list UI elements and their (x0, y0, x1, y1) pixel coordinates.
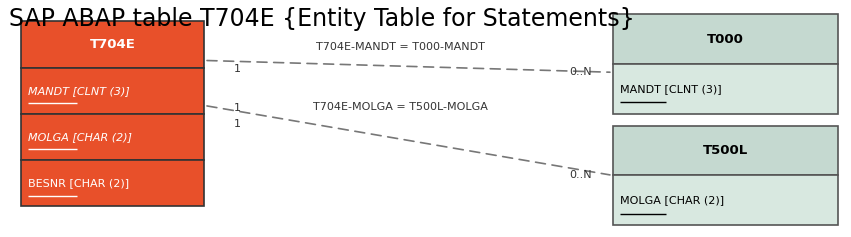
Text: 1: 1 (234, 64, 241, 74)
Text: T500L: T500L (703, 144, 748, 157)
Text: 1: 1 (234, 119, 241, 129)
Text: MOLGA [CHAR (2)]: MOLGA [CHAR (2)] (620, 195, 723, 205)
FancyBboxPatch shape (613, 64, 838, 114)
FancyBboxPatch shape (21, 114, 204, 160)
FancyBboxPatch shape (21, 68, 204, 114)
Text: T704E-MANDT = T000-MANDT: T704E-MANDT = T000-MANDT (316, 42, 484, 52)
Text: T704E: T704E (90, 38, 135, 51)
Text: 0..N: 0..N (568, 170, 591, 180)
Text: MANDT [CLNT (3)]: MANDT [CLNT (3)] (620, 84, 721, 94)
Text: MANDT [CLNT (3)]: MANDT [CLNT (3)] (28, 86, 130, 96)
FancyBboxPatch shape (613, 175, 838, 225)
Text: BESNR [CHAR (2)]: BESNR [CHAR (2)] (28, 178, 129, 188)
Text: 0..N: 0..N (568, 67, 591, 77)
Text: SAP ABAP table T704E {Entity Table for Statements}: SAP ABAP table T704E {Entity Table for S… (9, 7, 634, 31)
FancyBboxPatch shape (613, 126, 838, 175)
FancyBboxPatch shape (21, 160, 204, 206)
Text: MOLGA [CHAR (2)]: MOLGA [CHAR (2)] (28, 132, 132, 142)
Text: T704E-MOLGA = T500L-MOLGA: T704E-MOLGA = T500L-MOLGA (312, 102, 488, 112)
FancyBboxPatch shape (613, 14, 838, 64)
FancyBboxPatch shape (21, 21, 204, 68)
Text: T000: T000 (707, 33, 744, 46)
Text: 1: 1 (234, 103, 241, 113)
